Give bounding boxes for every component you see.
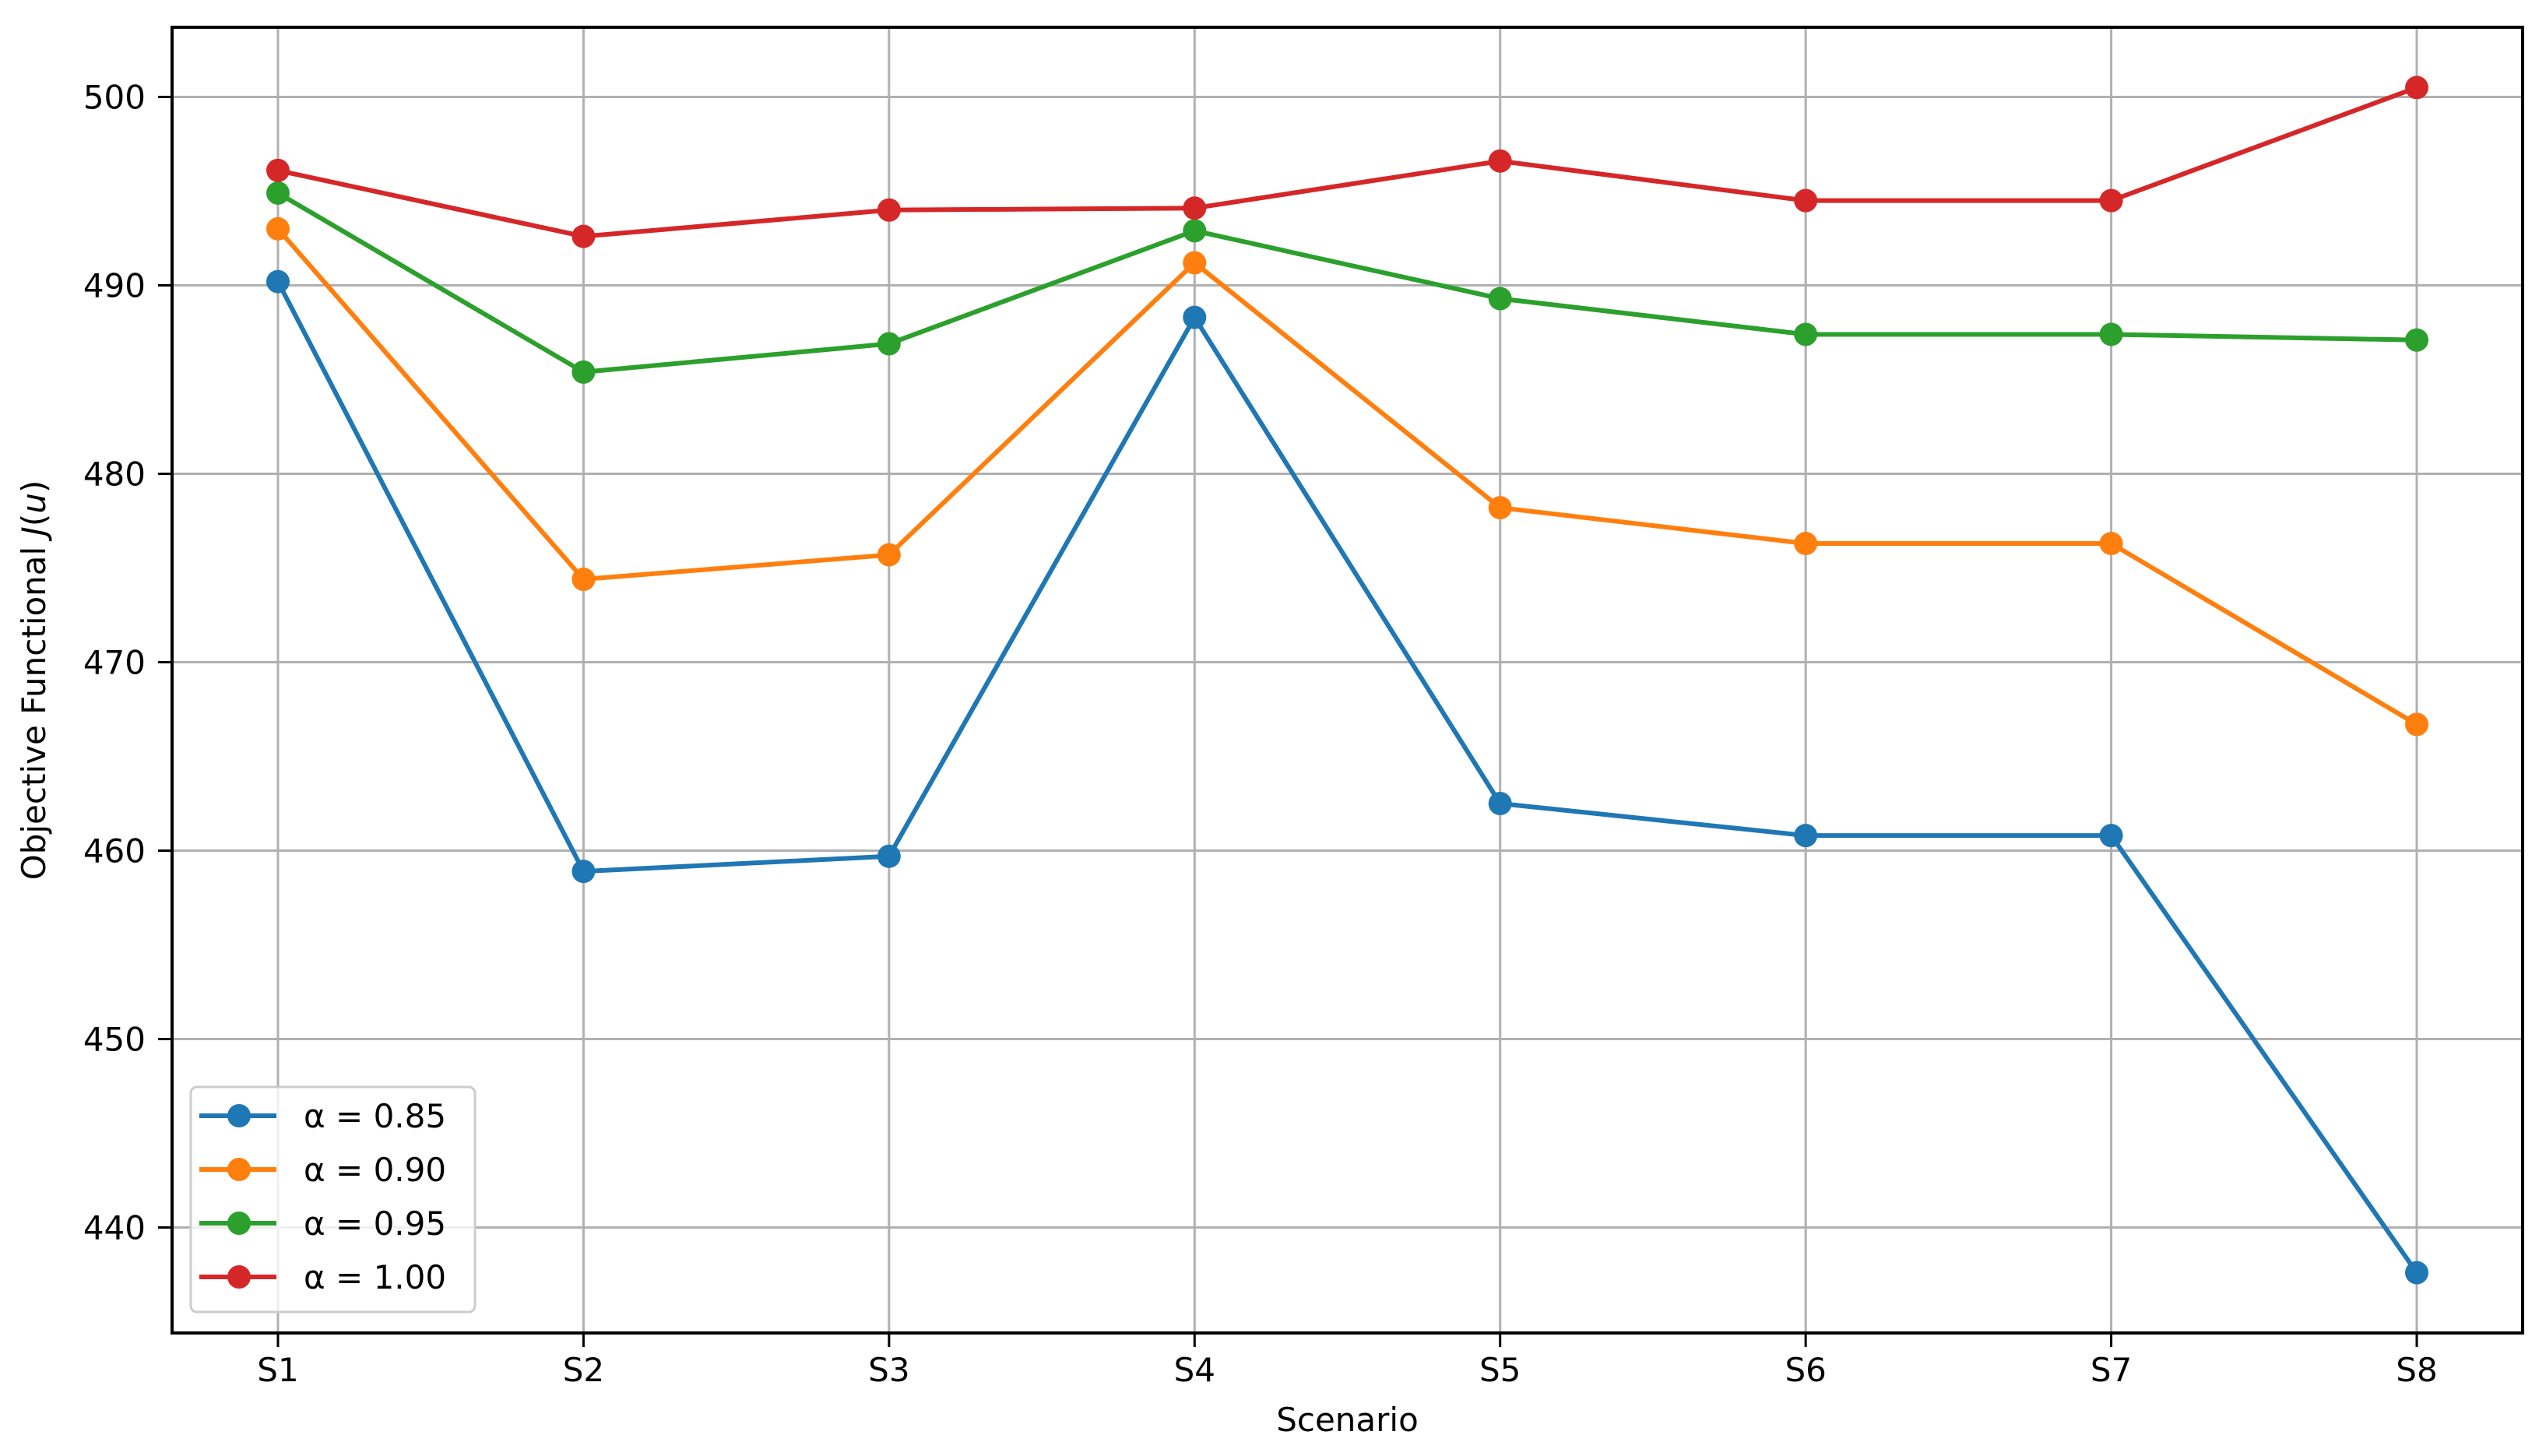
data-point-marker <box>2099 322 2123 346</box>
y-tick-label: 500 <box>83 79 146 117</box>
data-point-marker <box>571 860 596 884</box>
legend-label: α = 0.95 <box>304 1205 446 1243</box>
data-point-marker <box>1488 792 1512 816</box>
data-point-marker <box>1794 824 1818 848</box>
legend-entry: α = 0.85 <box>199 1097 446 1135</box>
x-tick-label: S3 <box>868 1351 909 1389</box>
data-point-marker <box>2405 712 2428 737</box>
legend-entry: α = 1.00 <box>199 1258 446 1296</box>
series-line <box>266 216 2428 737</box>
x-tick-label: S7 <box>2091 1351 2132 1389</box>
y-axis-label-prefix: Objective Functional <box>15 536 53 880</box>
data-point-marker <box>1183 251 1207 275</box>
data-point-marker <box>1794 188 1818 213</box>
y-tick-label: 480 <box>83 455 146 494</box>
legend-marker-icon <box>227 1158 251 1181</box>
series-path <box>276 191 2418 375</box>
data-point-marker <box>1183 305 1207 329</box>
data-point-marker <box>266 216 290 241</box>
legend-marker-icon <box>227 1104 251 1127</box>
data-point-marker <box>1183 219 1207 243</box>
data-point-marker <box>1183 196 1207 220</box>
data-point-marker <box>266 181 290 205</box>
data-point-marker <box>1794 532 1818 556</box>
data-point-marker <box>877 543 901 567</box>
data-point-marker <box>1488 149 1512 173</box>
data-point-marker <box>266 269 290 294</box>
series-line <box>266 76 2428 248</box>
legend-label: α = 0.90 <box>304 1151 446 1189</box>
x-tick-label: S6 <box>1785 1351 1826 1389</box>
data-point-marker <box>877 198 901 222</box>
x-axis-ticks: S1 S2 S3 S4 S5 S6 S7 S8 <box>257 1333 2438 1389</box>
x-tick-label: S1 <box>257 1351 298 1389</box>
legend-entry: α = 0.90 <box>199 1151 446 1189</box>
legend-marker-icon <box>227 1265 251 1289</box>
y-axis-label-arg: u <box>15 493 53 514</box>
legend-box <box>189 1085 476 1314</box>
series-path <box>277 85 2418 239</box>
data-point-marker <box>2099 532 2123 556</box>
data-point-marker <box>571 360 596 384</box>
y-axis-ticks: 440 450 460 470 480 490 500 <box>83 79 172 1247</box>
y-tick-label: 490 <box>83 267 146 305</box>
series-path <box>276 227 2418 726</box>
x-tick-label: S4 <box>1174 1351 1215 1389</box>
y-axis-label: Objective Functional J(u) <box>15 480 53 881</box>
data-point-marker <box>877 332 901 356</box>
data-point-marker <box>571 224 596 248</box>
legend-marker-icon <box>227 1212 251 1235</box>
data-point-marker <box>2405 1261 2428 1285</box>
data-point-marker <box>2405 76 2428 100</box>
legend-entry: α = 0.95 <box>199 1205 446 1243</box>
y-tick-label: 470 <box>83 644 146 682</box>
data-point-marker <box>1488 287 1512 311</box>
x-tick-label: S5 <box>1479 1351 1521 1389</box>
data-point-marker <box>2099 824 2123 848</box>
x-axis-label: Scenario <box>1276 1401 1419 1439</box>
data-point-marker <box>1488 496 1512 520</box>
x-tick-label: S8 <box>2396 1351 2437 1389</box>
y-tick-label: 440 <box>83 1208 146 1247</box>
data-point-marker <box>2099 188 2123 213</box>
data-point-marker <box>266 158 290 182</box>
legend-label: α = 1.00 <box>304 1258 446 1296</box>
series-line <box>266 269 2428 1285</box>
x-tick-label: S2 <box>563 1351 604 1389</box>
legend: α = 0.85 α = 0.90 α = 0.95 α = 1.00 <box>189 1085 476 1314</box>
series-line <box>266 181 2428 384</box>
y-axis-label-open: ( <box>15 514 53 526</box>
data-point-marker <box>1794 322 1818 346</box>
y-axis-label-close: ) <box>15 480 53 493</box>
data-point-marker <box>571 568 596 592</box>
grid-lines <box>172 27 2523 1333</box>
legend-label: α = 0.85 <box>304 1097 446 1135</box>
data-series <box>266 76 2428 1285</box>
series-path <box>276 280 2419 1275</box>
y-tick-label: 450 <box>83 1020 146 1058</box>
y-tick-label: 460 <box>83 832 146 870</box>
data-point-marker <box>2405 328 2428 352</box>
axes-frame <box>171 26 2524 1335</box>
data-point-marker <box>877 844 901 868</box>
